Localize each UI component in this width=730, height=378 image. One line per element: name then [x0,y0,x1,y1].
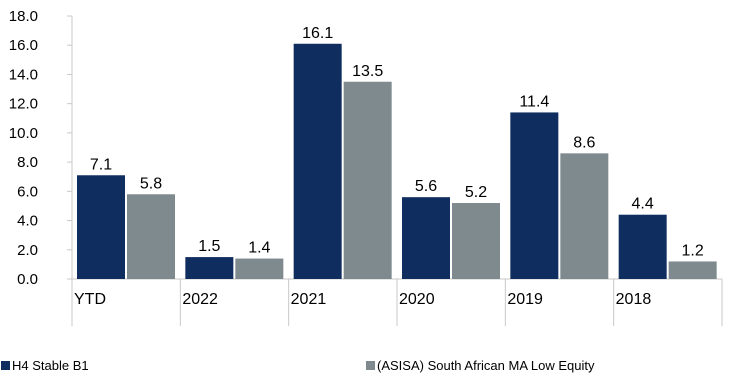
y-tick-label: 18.0 [9,8,38,25]
x-axis: YTD 2022 2021 2020 2019 2018 [71,278,723,326]
y-tick-label: 0.0 [17,271,38,288]
x-tick-label: 2019 [507,291,543,308]
bar [510,112,559,279]
x-tick-label: YTD [74,291,106,308]
y-tick-label: 4.0 [17,213,38,230]
bar [668,261,717,279]
data-labels: 7.1 5.8 1.5 1.4 16.1 13.5 5.6 5.2 11.4 8.6 4.4 1.2 [90,25,704,260]
x-tick-label: 2018 [616,291,652,308]
data-label: 7.1 [90,156,112,173]
x-tick-label: 2022 [182,291,218,308]
data-label: 5.2 [465,184,487,201]
y-tick-label: 10.0 [9,125,38,142]
y-tick-label: 16.0 [9,37,38,54]
y-tick-label: 2.0 [17,242,38,259]
y-tick-label: 8.0 [17,154,38,171]
bar [402,197,450,279]
data-label: 4.4 [632,196,654,213]
legend-label-series-1: H4 Stable B1 [12,358,89,373]
legend: H4 Stable B1 (ASISA) South African MA Lo… [0,358,730,376]
data-label: 1.5 [198,238,220,255]
y-axis: 0.0 2.0 4.0 6.0 8.0 10.0 12.0 14.0 16.0 18.0 [9,8,73,288]
legend-label-series-2: (ASISA) South African MA Low Equity [377,358,595,373]
data-label: 5.8 [140,175,162,192]
bar [77,175,125,279]
data-label: 1.4 [248,240,270,257]
bar [452,203,500,279]
bar [235,258,284,279]
data-label: 1.2 [682,242,704,259]
y-tick-label: 12.0 [9,96,38,113]
data-label: 13.5 [352,63,383,80]
bar [618,214,667,279]
bar [560,153,609,279]
bar [185,257,234,279]
legend-swatch-series-1 [1,361,10,370]
legend-item-series-1: H4 Stable B1 [1,358,89,373]
x-tick-label: 2021 [291,291,327,308]
y-tick-label: 14.0 [9,66,38,83]
legend-item-series-2: (ASISA) South African MA Low Equity [366,358,595,373]
data-label: 8.6 [573,134,595,151]
y-tick-label: 6.0 [17,183,38,200]
bar [343,81,392,279]
bar [293,43,342,280]
data-label: 5.6 [415,178,437,195]
data-label: 11.4 [519,93,549,110]
data-label: 16.1 [302,25,333,42]
bar [127,194,175,279]
bars [77,43,717,280]
x-tick-label: 2020 [399,291,435,308]
legend-swatch-series-2 [366,361,375,370]
